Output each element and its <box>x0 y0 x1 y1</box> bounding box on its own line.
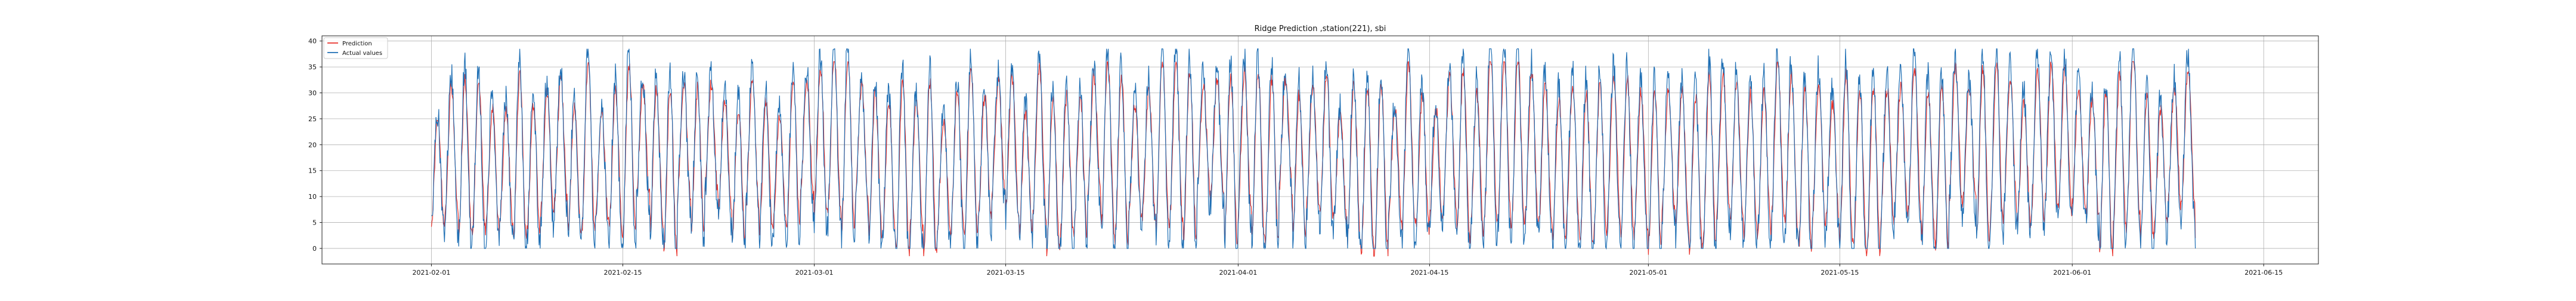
y-tick-label: 0 <box>312 245 317 253</box>
x-tick-label: 2021-05-01 <box>1629 269 1667 277</box>
y-tick-label: 15 <box>308 167 317 175</box>
x-tick-label: 2021-04-15 <box>1410 269 1448 277</box>
y-tick-label: 30 <box>308 90 317 97</box>
x-tick-label: 2021-06-01 <box>2053 269 2091 277</box>
x-tick-label: 2021-03-01 <box>795 269 834 277</box>
x-tick-label: 2021-05-15 <box>1820 269 1859 277</box>
x-tick-label: 2021-02-01 <box>412 269 450 277</box>
axes: 0 5 10 15 20 25 30 35 40 2021-02-01 2021-02-15 2021… <box>308 38 2283 277</box>
plot-frame <box>321 35 2319 265</box>
y-tick-label: 25 <box>308 115 317 123</box>
chart-title: Ridge Prediction ,station(221), sbi <box>1255 24 1386 33</box>
x-tick-label: 2021-03-15 <box>987 269 1025 277</box>
chart-legend: Prediction Actual values <box>323 37 388 59</box>
legend-label-prediction: Prediction <box>342 41 372 47</box>
y-tick-label: 40 <box>308 38 317 45</box>
data-series <box>431 48 2196 257</box>
y-tick-label: 10 <box>308 193 317 201</box>
y-tick-label: 5 <box>312 219 317 227</box>
legend-box <box>323 37 388 59</box>
x-tick-label: 2021-04-01 <box>1219 269 1257 277</box>
legend-label-actual: Actual values <box>342 50 382 57</box>
series-line-actual <box>431 48 2196 250</box>
x-tick-label: 2021-02-15 <box>604 269 642 277</box>
x-tick-label: 2021-06-15 <box>2244 269 2283 277</box>
y-tick-label: 35 <box>308 63 317 71</box>
y-tick-label: 20 <box>308 141 317 149</box>
